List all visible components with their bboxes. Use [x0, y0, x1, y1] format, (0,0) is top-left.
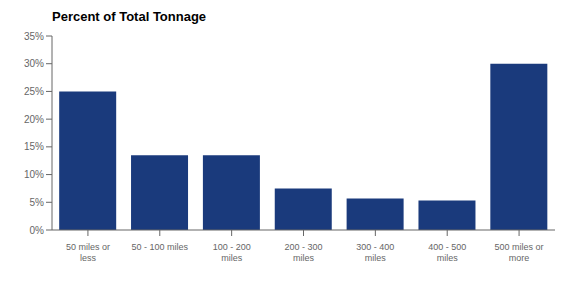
- svg-text:20%: 20%: [24, 114, 44, 125]
- svg-text:200 - 300miles: 200 - 300miles: [284, 242, 322, 263]
- svg-text:100 - 200miles: 100 - 200miles: [213, 242, 251, 263]
- svg-text:400 - 500miles: 400 - 500miles: [428, 242, 466, 263]
- svg-text:0%: 0%: [30, 225, 45, 236]
- svg-text:10%: 10%: [24, 169, 44, 180]
- svg-text:25%: 25%: [24, 86, 44, 97]
- svg-text:50 miles orless: 50 miles orless: [66, 242, 110, 263]
- html-text:Percent of Total Tonnage: Percent of Total Tonnage: [52, 9, 207, 24]
- svg-text:30%: 30%: [24, 58, 44, 69]
- svg-text:300 - 400miles: 300 - 400miles: [356, 242, 394, 263]
- svg-text:50 - 100 miles: 50 - 100 miles: [132, 242, 189, 252]
- svg-text:15%: 15%: [24, 141, 44, 152]
- svg-text:5%: 5%: [30, 197, 45, 208]
- svg-text:35%: 35%: [24, 31, 44, 42]
- svg-text:500 miles ormore: 500 miles ormore: [495, 242, 544, 263]
